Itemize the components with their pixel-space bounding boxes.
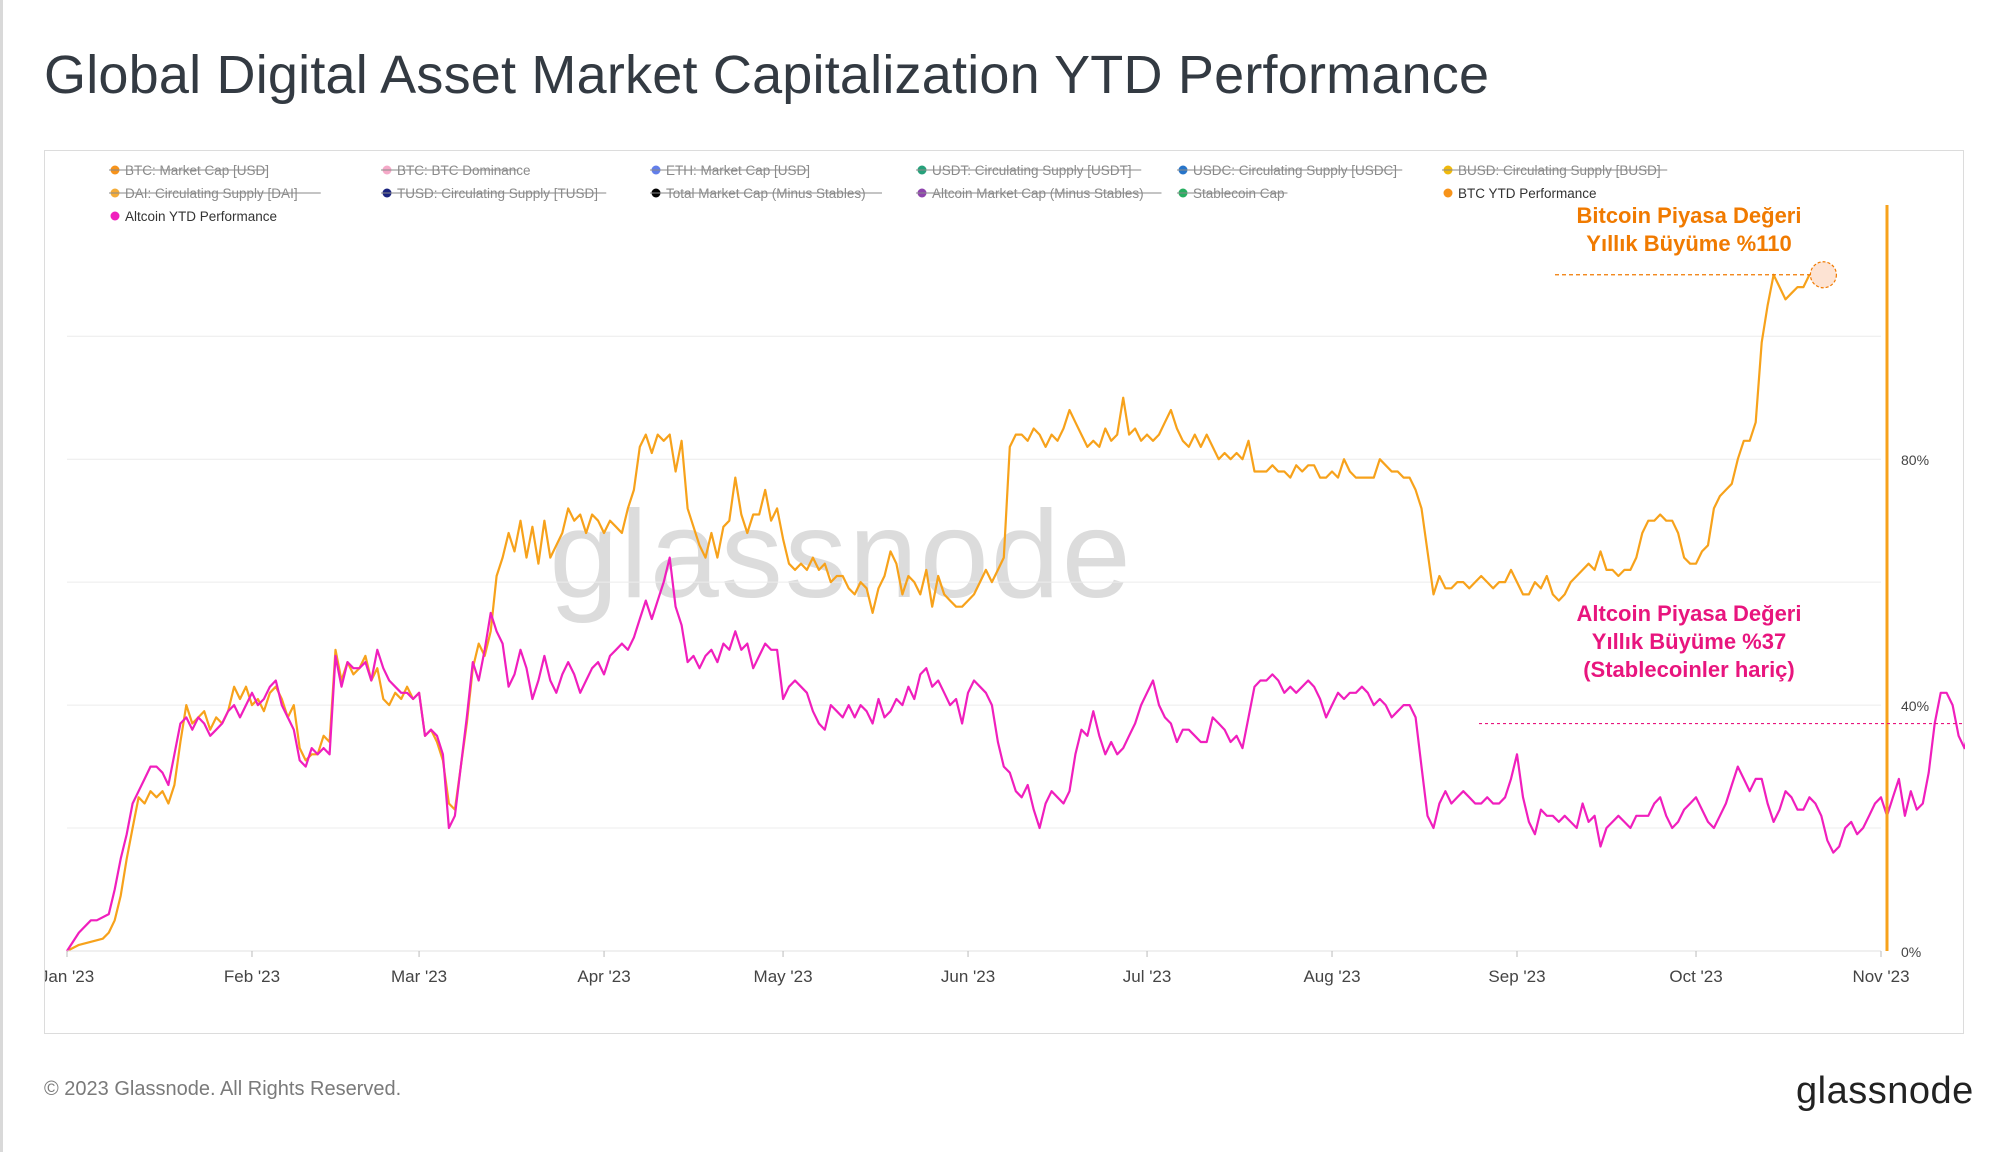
page-left-border bbox=[0, 0, 3, 1152]
altcoin-ytd-line bbox=[66, 556, 1965, 952]
legend-item[interactable]: Altcoin YTD Performance bbox=[110, 209, 278, 224]
alt-annotation-line1: Altcoin Piyasa Değeri bbox=[1577, 601, 1802, 626]
chart-area[interactable]: glassnode BTC: Market Cap [USD] BTC: BTC … bbox=[45, 151, 1965, 1035]
page-title: Global Digital Asset Market Capitalizati… bbox=[44, 45, 1490, 105]
x-tick-label: Oct '23 bbox=[1669, 967, 1722, 986]
legend-item[interactable]: BUSD: Circulating Supply [BUSD] bbox=[1442, 163, 1668, 178]
legend-item[interactable]: TUSD: Circulating Supply [TUSD] bbox=[381, 186, 607, 201]
series-layer bbox=[66, 273, 1965, 952]
alt-annotation-line2: Yıllık Büyüme %37 bbox=[1592, 629, 1786, 654]
axes: Jan '23 Feb '23 Mar '23 Apr '23 May '23 Jun '… bbox=[45, 205, 1929, 986]
y-tick-label: 40% bbox=[1901, 698, 1929, 714]
x-tick-label: Jul '23 bbox=[1123, 967, 1172, 986]
x-tick-label: Jun '23 bbox=[941, 967, 995, 986]
x-tick-label: Mar '23 bbox=[391, 967, 447, 986]
legend-item[interactable]: Altcoin Market Cap (Minus Stables) bbox=[916, 186, 1162, 201]
legend[interactable]: BTC: Market Cap [USD] BTC: BTC Dominance E… bbox=[109, 163, 1668, 224]
copyright: © 2023 Glassnode. All Rights Reserved. bbox=[44, 1078, 402, 1100]
btc-annotation-line1: Bitcoin Piyasa Değeri bbox=[1577, 203, 1802, 228]
btc-annotation-line2: Yıllık Büyüme %110 bbox=[1586, 231, 1791, 256]
glassnode-logo[interactable]: glassnode bbox=[1796, 1070, 1974, 1112]
legend-item[interactable]: USDC: Circulating Supply [USDC] bbox=[1177, 163, 1403, 178]
legend-label: Altcoin YTD Performance bbox=[125, 209, 277, 224]
legend-item[interactable]: BTC: Market Cap [USD] bbox=[109, 163, 269, 178]
legend-item[interactable]: BTC YTD Performance bbox=[1443, 186, 1597, 201]
x-tick-label: Apr '23 bbox=[577, 967, 630, 986]
y-tick-label: 80% bbox=[1901, 452, 1929, 468]
btc-annotation-marker bbox=[1809, 261, 1837, 289]
x-tick-label: May '23 bbox=[754, 967, 813, 986]
watermark: glassnode bbox=[549, 486, 1132, 624]
x-tick-label: Jan '23 bbox=[45, 967, 94, 986]
x-tick-label: Nov '23 bbox=[1852, 967, 1909, 986]
legend-item[interactable]: Total Market Cap (Minus Stables) bbox=[650, 186, 882, 201]
x-tick-label: Feb '23 bbox=[224, 967, 280, 986]
legend-item[interactable]: Stablecoin Cap bbox=[1177, 186, 1288, 201]
chart-panel: glassnode BTC: Market Cap [USD] BTC: BTC … bbox=[44, 150, 1965, 1035]
grid-lines bbox=[67, 335, 1881, 829]
alt-annotation-line3: (Stablecoinler hariç) bbox=[1583, 657, 1795, 682]
legend-swatch-icon bbox=[1443, 188, 1453, 198]
y-tick-label: 0% bbox=[1901, 944, 1921, 960]
legend-item[interactable]: BTC: BTC Dominance bbox=[381, 163, 531, 178]
annotations: Bitcoin Piyasa Değeri Yıllık Büyüme %110… bbox=[1479, 203, 1965, 725]
legend-item[interactable]: USDT: Circulating Supply [USDT] bbox=[916, 163, 1142, 178]
legend-item[interactable]: ETH: Market Cap [USD] bbox=[650, 163, 810, 178]
legend-swatch-icon bbox=[110, 211, 120, 221]
legend-label: BTC YTD Performance bbox=[1458, 186, 1597, 201]
legend-item[interactable]: DAI: Circulating Supply [DAI] bbox=[109, 186, 321, 201]
x-tick-label: Sep '23 bbox=[1488, 967, 1545, 986]
x-tick-label: Aug '23 bbox=[1303, 967, 1360, 986]
